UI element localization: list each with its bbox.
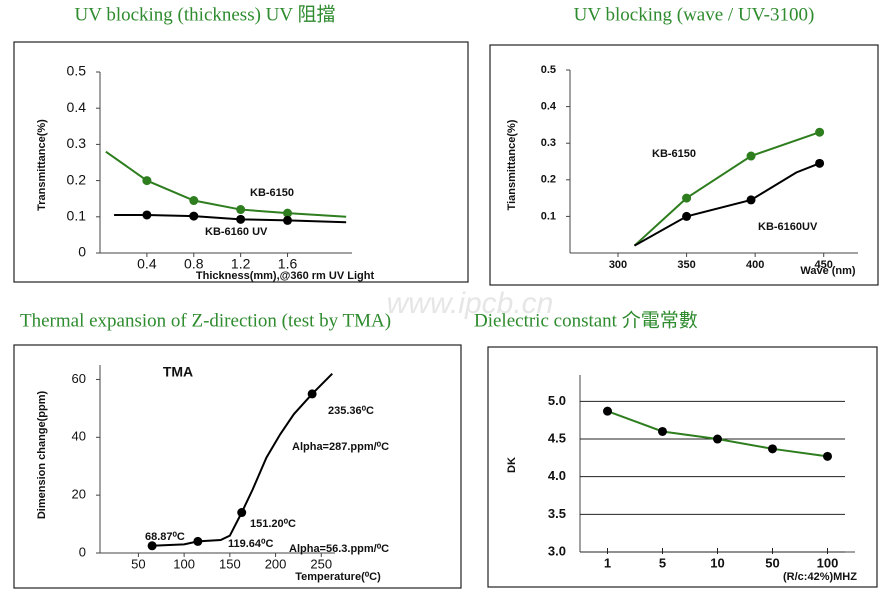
annotation: Alpha=287.ppm/⁰C [292, 441, 389, 453]
series-line [114, 213, 347, 224]
data-point [682, 193, 692, 203]
chart-frame [487, 346, 878, 588]
y-tick-label: 0.1 [67, 208, 87, 224]
data-point [823, 451, 832, 461]
y-tick-label: 40 [72, 429, 86, 444]
y-tick-label: 0.5 [67, 63, 87, 79]
data-point [815, 127, 825, 137]
y-tick-label: 4.5 [548, 430, 566, 445]
y-tick-label: 0.4 [67, 99, 87, 115]
x-tick-label: 1.6 [278, 256, 298, 272]
annotation: Alpha=56.3.ppm/⁰C [289, 543, 389, 555]
data-point [193, 536, 203, 546]
x-tick-label: 250 [310, 556, 332, 571]
y-tick-label: 0.4 [541, 101, 557, 113]
x-tick-label: 200 [265, 556, 287, 571]
x-tick-label: 1 [604, 555, 611, 570]
x-tick-label: 50 [131, 556, 145, 571]
data-point [682, 211, 692, 221]
y-tick-label: 3.5 [548, 506, 566, 521]
y-tick-label: 20 [72, 487, 86, 502]
x-axis-label: (R/c:42%)MHZ [783, 571, 857, 583]
y-tick-label: 4.0 [548, 468, 566, 483]
data-point [658, 426, 667, 436]
y-axis-label: Dimension change(ppm) [36, 390, 48, 519]
data-point [307, 389, 317, 399]
chart-title: UV blocking (thickness) UV 阻擋 [74, 3, 335, 25]
y-tick-label: 0.1 [541, 210, 556, 222]
x-tick-label: 150 [219, 556, 241, 571]
data-point [142, 210, 152, 220]
annotation: 119.64⁰C [228, 538, 273, 550]
y-tick-label: 0.5 [541, 64, 556, 76]
y-tick-label: 60 [72, 371, 86, 386]
data-point [147, 541, 157, 551]
series-label: KB-6160 UV [205, 226, 268, 238]
series-line [105, 150, 347, 218]
x-axis-label: Thickness(mm),@360 rm UV Light [196, 270, 375, 282]
x-axis-label: Wave (nm) [800, 265, 856, 277]
x-tick-label: 450 [815, 259, 833, 271]
data-point [236, 205, 246, 215]
x-tick-label: 0.4 [137, 256, 157, 272]
watermark: www.ipcb.cn [387, 287, 554, 320]
x-tick-label: 1.2 [231, 256, 251, 272]
data-point [189, 211, 199, 221]
series-line [633, 162, 820, 247]
y-tick-label: 0.3 [67, 135, 87, 151]
x-tick-label: 0.8 [184, 256, 204, 272]
series-label: KB-6150 [250, 187, 294, 199]
x-tick-label: 100 [817, 555, 839, 570]
x-tick-label: 400 [746, 259, 764, 271]
y-axis-label: Transmittance(%) [36, 119, 48, 211]
y-axis-label: DK [506, 457, 518, 473]
series-line [607, 410, 828, 458]
y-tick-label: 0 [79, 544, 86, 559]
data-point [283, 208, 293, 218]
data-point [713, 434, 722, 444]
data-point [237, 508, 247, 518]
chart-frame [489, 44, 879, 286]
data-point [746, 151, 756, 161]
series-label: KB-6160UV [758, 221, 818, 233]
chart-title: Thermal expansion of Z-direction (test b… [20, 310, 391, 331]
x-tick-label: 300 [609, 259, 627, 271]
chart-title: UV blocking (wave / UV-3100) [574, 4, 815, 25]
chart-frame [13, 41, 469, 283]
y-tick-label: 5.0 [548, 393, 566, 408]
y-tick-label: 0 [78, 244, 86, 260]
y-tick-label: 3.0 [548, 543, 566, 558]
chart-subtitle: TMA [163, 364, 193, 380]
x-tick-label: 100 [173, 556, 195, 571]
annotation: 68.87⁰C [145, 531, 185, 543]
series-line [152, 372, 333, 547]
series-line [633, 131, 820, 247]
chart-title: Dielectric constant 介電常數 [474, 309, 698, 331]
annotation: 151.20⁰C [250, 518, 296, 530]
x-axis-label: Temperature(⁰C) [295, 571, 381, 583]
data-point [189, 196, 199, 206]
data-point [603, 406, 612, 416]
x-tick-label: 350 [677, 259, 695, 271]
data-point [142, 176, 152, 186]
data-point [283, 215, 293, 225]
annotation: 235.36⁰C [328, 405, 374, 417]
y-tick-label: 0.2 [541, 174, 556, 186]
data-point [768, 444, 777, 454]
x-tick-label: 10 [710, 555, 724, 570]
series-label: KB-6150 [652, 148, 696, 160]
x-tick-label: 50 [765, 555, 779, 570]
data-point [236, 214, 246, 224]
chart-frame [13, 344, 462, 589]
data-point [746, 195, 756, 205]
y-tick-label: 0.3 [541, 137, 556, 149]
x-tick-label: 5 [659, 555, 666, 570]
data-point [815, 158, 825, 168]
y-axis-label: Tiansmittance(%) [506, 119, 518, 210]
y-tick-label: 0.2 [67, 171, 87, 187]
